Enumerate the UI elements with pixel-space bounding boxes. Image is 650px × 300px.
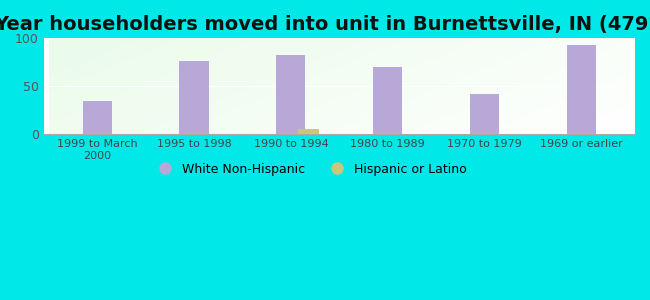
Bar <box>83 100 112 134</box>
Bar <box>567 45 596 134</box>
Title: Year householders moved into unit in Burnettsville, IN (47926): Year householders moved into unit in Bur… <box>0 15 650 34</box>
Bar <box>298 129 318 134</box>
Legend: White Non-Hispanic, Hispanic or Latino: White Non-Hispanic, Hispanic or Latino <box>148 158 472 181</box>
Bar <box>470 94 499 134</box>
Bar <box>373 67 402 134</box>
Bar <box>276 55 306 134</box>
Bar <box>179 61 209 134</box>
